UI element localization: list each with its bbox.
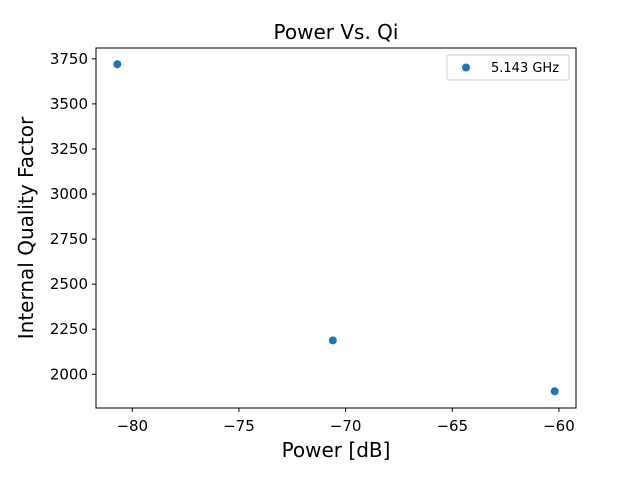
data-point bbox=[113, 60, 122, 69]
y-tick-label: 3750 bbox=[50, 50, 88, 68]
y-tick-label: 3000 bbox=[50, 185, 88, 203]
x-axis-label: Power [dB] bbox=[282, 438, 391, 462]
data-point bbox=[328, 336, 337, 345]
y-axis-ticks: 2000 2250 2500 2750 3000 3250 3500 3750 bbox=[50, 50, 96, 383]
y-tick-label: 2750 bbox=[50, 230, 88, 248]
legend-label: 5.143 GHz bbox=[491, 61, 559, 76]
data-points bbox=[113, 60, 559, 396]
y-tick-label: 2500 bbox=[50, 275, 88, 293]
plot-frame bbox=[95, 47, 577, 409]
y-tick-label: 3500 bbox=[50, 95, 88, 113]
y-tick-label: 2250 bbox=[50, 320, 88, 338]
chart-title: Power Vs. Qi bbox=[274, 20, 399, 44]
y-tick-label: 2000 bbox=[50, 365, 88, 383]
data-point bbox=[550, 387, 559, 396]
legend-box bbox=[446, 54, 570, 81]
x-tick-label: −70 bbox=[330, 417, 362, 435]
legend-marker bbox=[462, 63, 470, 72]
x-axis-ticks: −80 −75 −70 −65 −60 bbox=[116, 408, 575, 435]
legend: 5.143 GHz bbox=[446, 54, 570, 81]
y-axis-label: Internal Quality Factor bbox=[14, 116, 38, 339]
x-tick-label: −80 bbox=[116, 417, 148, 435]
x-tick-label: −65 bbox=[436, 417, 468, 435]
y-tick-label: 3250 bbox=[50, 140, 88, 158]
x-tick-label: −75 bbox=[223, 417, 255, 435]
x-tick-label: −60 bbox=[543, 417, 575, 435]
